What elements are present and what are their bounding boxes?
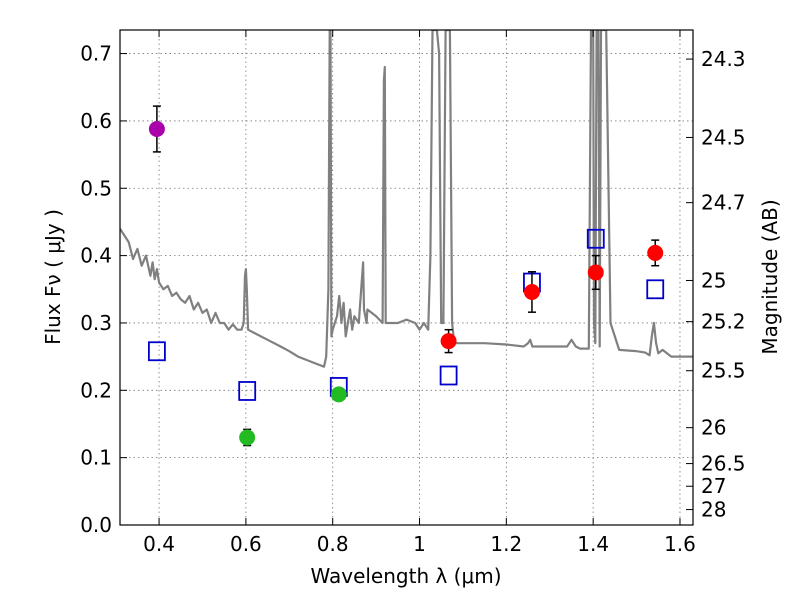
observed-point — [239, 429, 256, 446]
y2-tick-label: 28 — [701, 498, 726, 522]
observed-point — [330, 386, 347, 403]
x-axis-label: Wavelength λ (μm) — [310, 564, 501, 588]
x-tick-label: 1.6 — [664, 532, 696, 556]
plot-frame — [119, 29, 694, 526]
y2-tick-label: 25 — [701, 268, 726, 292]
y-tick-label: 0.3 — [80, 311, 112, 335]
observed-point — [523, 283, 540, 300]
x-tick-label: 1.2 — [490, 532, 522, 556]
y-axis-label: Flux Fν ( μJy ) — [41, 209, 65, 345]
y2-tick-label: 27 — [701, 474, 726, 498]
model-photometry-point — [439, 365, 458, 386]
observed-photometry-layer — [148, 105, 664, 447]
y-tick-label: 0.1 — [80, 446, 112, 470]
observed-point — [440, 333, 457, 350]
model-photometry-point — [586, 228, 605, 249]
observed-point — [148, 121, 165, 137]
x-tick-label: 0.8 — [317, 532, 349, 556]
model-photometry-layer — [147, 228, 665, 401]
y-tick-label: 0.6 — [80, 109, 112, 133]
y2-axis-label: Magnitude (AB) — [758, 199, 782, 354]
x-tick-label: 0.6 — [230, 532, 262, 556]
model-spectrum-layer — [120, 30, 693, 368]
model-spectrum-line — [120, 30, 693, 368]
x-tick-label: 0.4 — [143, 532, 175, 556]
y-tick-label: 0.5 — [80, 176, 112, 200]
x-tick-label: 1.4 — [577, 532, 609, 556]
observed-point — [587, 264, 604, 281]
y-tick-label: 0.2 — [80, 378, 112, 402]
observed-point — [647, 244, 664, 261]
y2-tick-label: 26.5 — [701, 452, 746, 476]
y2-tick-label: 24.5 — [701, 125, 746, 149]
y-tick-label: 0.7 — [80, 42, 112, 66]
model-photometry-point — [238, 381, 257, 401]
y2-tick-label: 25.2 — [701, 310, 746, 334]
x-tick-label: 1 — [413, 532, 426, 556]
model-photometry-point — [646, 279, 665, 300]
y2-tick-label: 24.3 — [701, 47, 746, 71]
y2-tick-label: 25.5 — [701, 359, 746, 383]
y-tick-label: 0.4 — [80, 244, 112, 268]
y-tick-label: 0.0 — [80, 513, 112, 537]
axis-ticks: 0.4 0.6 0.8 1 1.2 1.4 1.6 0.0 0.1 0.2 0.3 0.4 0.5 0.6… — [80, 30, 746, 556]
y2-tick-label: 24.7 — [701, 191, 746, 215]
model-photometry-point — [147, 341, 166, 362]
y2-tick-label: 26 — [701, 416, 726, 440]
